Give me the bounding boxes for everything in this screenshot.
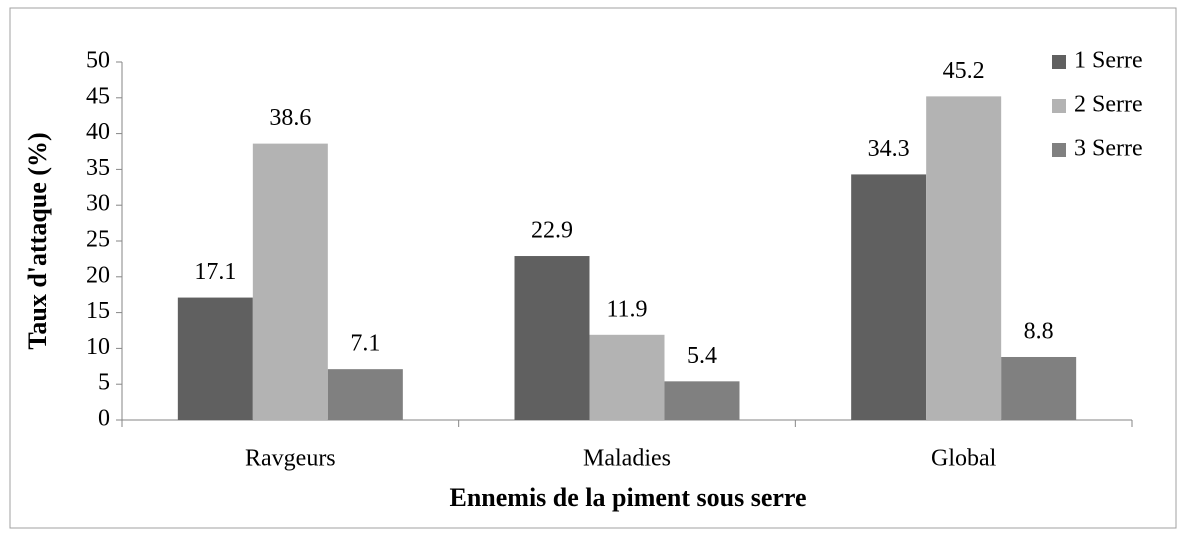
x-tick-label: Maladies [583,446,671,472]
data-label: 22.9 [531,218,573,244]
data-label: 11.9 [606,296,647,322]
bar [327,369,403,420]
y-tick-label: 25 [86,227,110,253]
bar [589,334,665,420]
legend-label: 3 Serre [1074,136,1143,162]
legend-label: 1 Serre [1074,48,1143,74]
bar [664,381,740,420]
bar [514,256,590,420]
data-label: 7.1 [350,331,380,357]
data-label: 45.2 [943,58,985,84]
y-tick-label: 15 [86,298,110,324]
bar [252,143,328,420]
data-label: 38.6 [269,105,311,131]
x-axis-label: Ennemis de la piment sous serre [449,483,806,512]
y-tick-label: 0 [98,406,110,432]
y-tick-label: 10 [86,334,110,360]
bar [1001,356,1077,420]
y-tick-label: 30 [86,191,110,217]
x-tick-label: Global [931,446,997,472]
y-tick-label: 45 [86,83,110,109]
bar [851,174,927,420]
legend-swatch [1052,143,1066,157]
y-tick-label: 50 [86,48,110,74]
data-label: 34.3 [868,136,910,162]
y-tick-label: 40 [86,119,110,145]
bar [926,96,1002,421]
legend-label: 2 Serre [1074,92,1143,118]
y-tick-label: 5 [98,370,110,396]
y-tick-label: 20 [86,262,110,288]
y-tick-label: 35 [86,155,110,181]
data-label: 8.8 [1024,318,1054,344]
data-label: 17.1 [194,259,236,285]
legend-swatch [1052,99,1066,113]
chart-border [9,7,1177,529]
legend-swatch [1052,55,1066,69]
y-axis-label: Taux d'attaque (%) [23,132,52,349]
x-tick-label: Ravgeurs [245,446,336,472]
data-label: 5.4 [687,343,717,369]
bar [177,297,253,420]
